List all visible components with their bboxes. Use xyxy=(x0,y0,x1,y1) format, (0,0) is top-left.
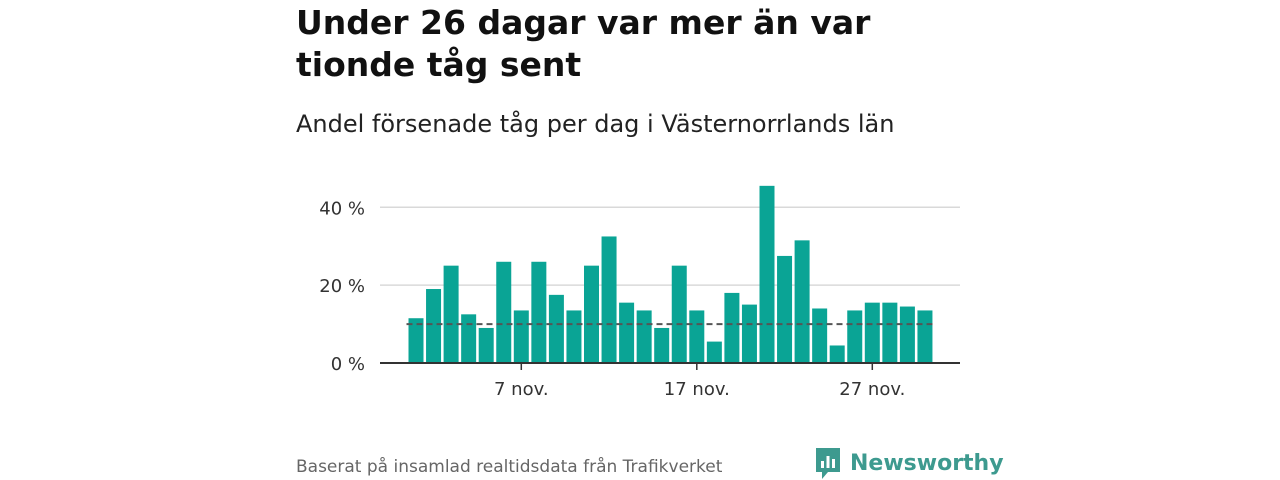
x-tick-label: 17 nov. xyxy=(664,379,730,400)
bar xyxy=(917,310,933,363)
bar xyxy=(812,308,828,363)
y-tick-label: 20 % xyxy=(319,276,365,297)
bar xyxy=(461,314,477,363)
bar xyxy=(689,310,705,363)
bar xyxy=(443,265,459,363)
bar xyxy=(601,236,617,363)
bars-layer xyxy=(408,185,933,363)
grid-layer xyxy=(380,206,960,286)
bar xyxy=(513,310,529,363)
source-note: Baserat på insamlad realtidsdata från Tr… xyxy=(296,457,723,477)
bar xyxy=(619,302,635,363)
bar xyxy=(531,261,547,363)
bar xyxy=(829,345,845,363)
bar xyxy=(864,302,880,363)
newsworthy-logo-icon xyxy=(816,448,840,479)
bar xyxy=(566,310,582,363)
bar xyxy=(882,302,898,363)
bar xyxy=(548,294,564,363)
chart-subtitle: Andel försenade tåg per dag i Västernorr… xyxy=(296,110,895,138)
bar xyxy=(741,304,757,363)
newsworthy-logo[interactable]: Newsworthy xyxy=(814,446,1004,480)
bar xyxy=(777,255,793,363)
bar xyxy=(408,318,424,363)
bar xyxy=(636,310,652,363)
bar xyxy=(794,240,810,363)
bar xyxy=(671,265,687,363)
bar xyxy=(759,185,775,363)
bar xyxy=(426,289,442,363)
bar xyxy=(496,261,512,363)
bar xyxy=(899,306,915,363)
y-tick-label: 0 % xyxy=(331,354,365,375)
bar xyxy=(724,292,740,363)
bar xyxy=(706,341,722,363)
y-tick-label: 40 % xyxy=(319,198,365,219)
x-tick-label: 27 nov. xyxy=(839,379,905,400)
bar xyxy=(847,310,863,363)
bar xyxy=(584,265,599,363)
chart-title: Under 26 dagar var mer än var tionde tåg… xyxy=(296,3,871,84)
brand-name: Newsworthy xyxy=(850,450,1004,476)
bar-chart: 0 % 20 % 40 % 7 nov. 17 nov. 27 nov. xyxy=(319,185,960,400)
bar xyxy=(654,327,670,363)
axis-layer: 0 % 20 % 40 % 7 nov. 17 nov. 27 nov. xyxy=(319,198,960,400)
x-tick-label: 7 nov. xyxy=(494,379,549,400)
bar xyxy=(478,327,494,363)
